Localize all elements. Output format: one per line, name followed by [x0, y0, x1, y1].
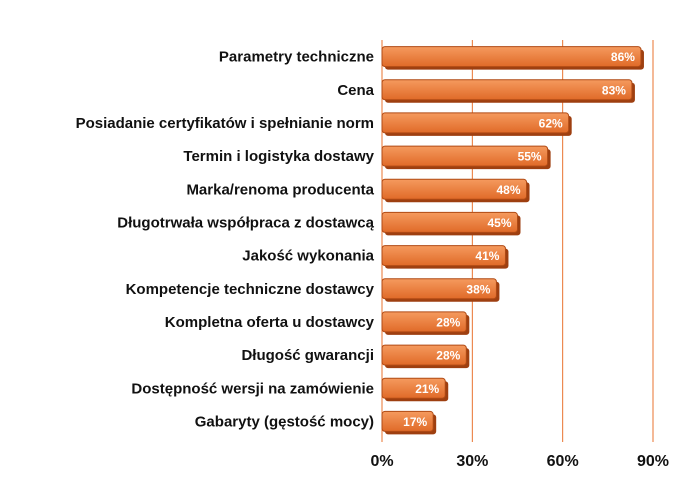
bar-group: 38% — [381, 278, 500, 302]
category-label: Długość gwarancji — [241, 347, 374, 364]
bar-value-label: 83% — [602, 83, 626, 97]
bar — [381, 79, 633, 101]
bar-group: 45% — [381, 211, 521, 236]
bar — [381, 145, 549, 167]
bar-group: 21% — [381, 377, 449, 402]
bar-group: 83% — [381, 79, 635, 103]
bar — [381, 311, 467, 333]
bar-group: 41% — [381, 245, 509, 269]
bar — [381, 112, 570, 134]
bar-group: 17% — [381, 410, 437, 435]
bar — [381, 344, 467, 366]
bar-value-label: 55% — [518, 150, 542, 164]
bar-group: 86% — [381, 46, 644, 70]
category-label: Długotrwała współpraca z dostawcą — [117, 214, 374, 231]
category-label: Marka/renoma producenta — [186, 181, 374, 198]
bar — [381, 211, 518, 233]
bar-value-label: 41% — [475, 249, 499, 263]
x-tick-label: 30% — [456, 453, 488, 470]
bar-group: 28% — [381, 344, 470, 369]
bar — [381, 377, 446, 399]
bar-value-label: 38% — [466, 282, 490, 296]
bar-value-label: 48% — [497, 183, 521, 197]
bar — [381, 46, 642, 68]
bar — [381, 410, 434, 432]
bar-value-label: 28% — [436, 315, 460, 329]
bar-group: 55% — [381, 145, 551, 170]
bar-group: 62% — [381, 112, 572, 136]
category-label: Gabaryty (gęstość mocy) — [195, 413, 374, 430]
bar-group: 48% — [381, 178, 530, 203]
category-label: Cena — [337, 82, 374, 99]
category-label: Termin i logistyka dostawy — [183, 148, 374, 165]
bar-value-label: 21% — [415, 382, 439, 396]
category-label: Kompletna oferta u dostawcy — [165, 314, 375, 331]
category-label: Jakość wykonania — [242, 248, 374, 265]
x-axis-ticks: 0% 30% 60% 90% — [370, 453, 669, 470]
bar — [381, 278, 497, 300]
x-tick-label: 0% — [370, 453, 393, 470]
category-labels: Parametry techniczne Cena Posiadanie certy… — [76, 49, 375, 431]
bar — [381, 245, 506, 267]
bar-value-label: 28% — [436, 349, 460, 363]
x-tick-label: 60% — [547, 453, 579, 470]
bar-value-label: 45% — [487, 216, 511, 230]
category-label: Kompetencje techniczne dostawcy — [126, 281, 375, 298]
bar-value-label: 86% — [611, 50, 635, 64]
category-label: Posiadanie certyfikatów i spełnianie nor… — [76, 115, 374, 132]
bar — [381, 178, 528, 200]
bar-value-label: 17% — [403, 415, 427, 429]
category-label: Dostępność wersji na zamówienie — [131, 380, 374, 397]
bars: 86% 83% 62% 55% 48% 45% 41% 38% 28% 28% 21% 17% — [381, 46, 644, 435]
x-tick-label: 90% — [637, 453, 669, 470]
bar-value-label: 62% — [539, 116, 563, 130]
bar-group: 28% — [381, 311, 470, 335]
grid — [381, 40, 654, 442]
category-label: Parametry techniczne — [219, 49, 374, 66]
